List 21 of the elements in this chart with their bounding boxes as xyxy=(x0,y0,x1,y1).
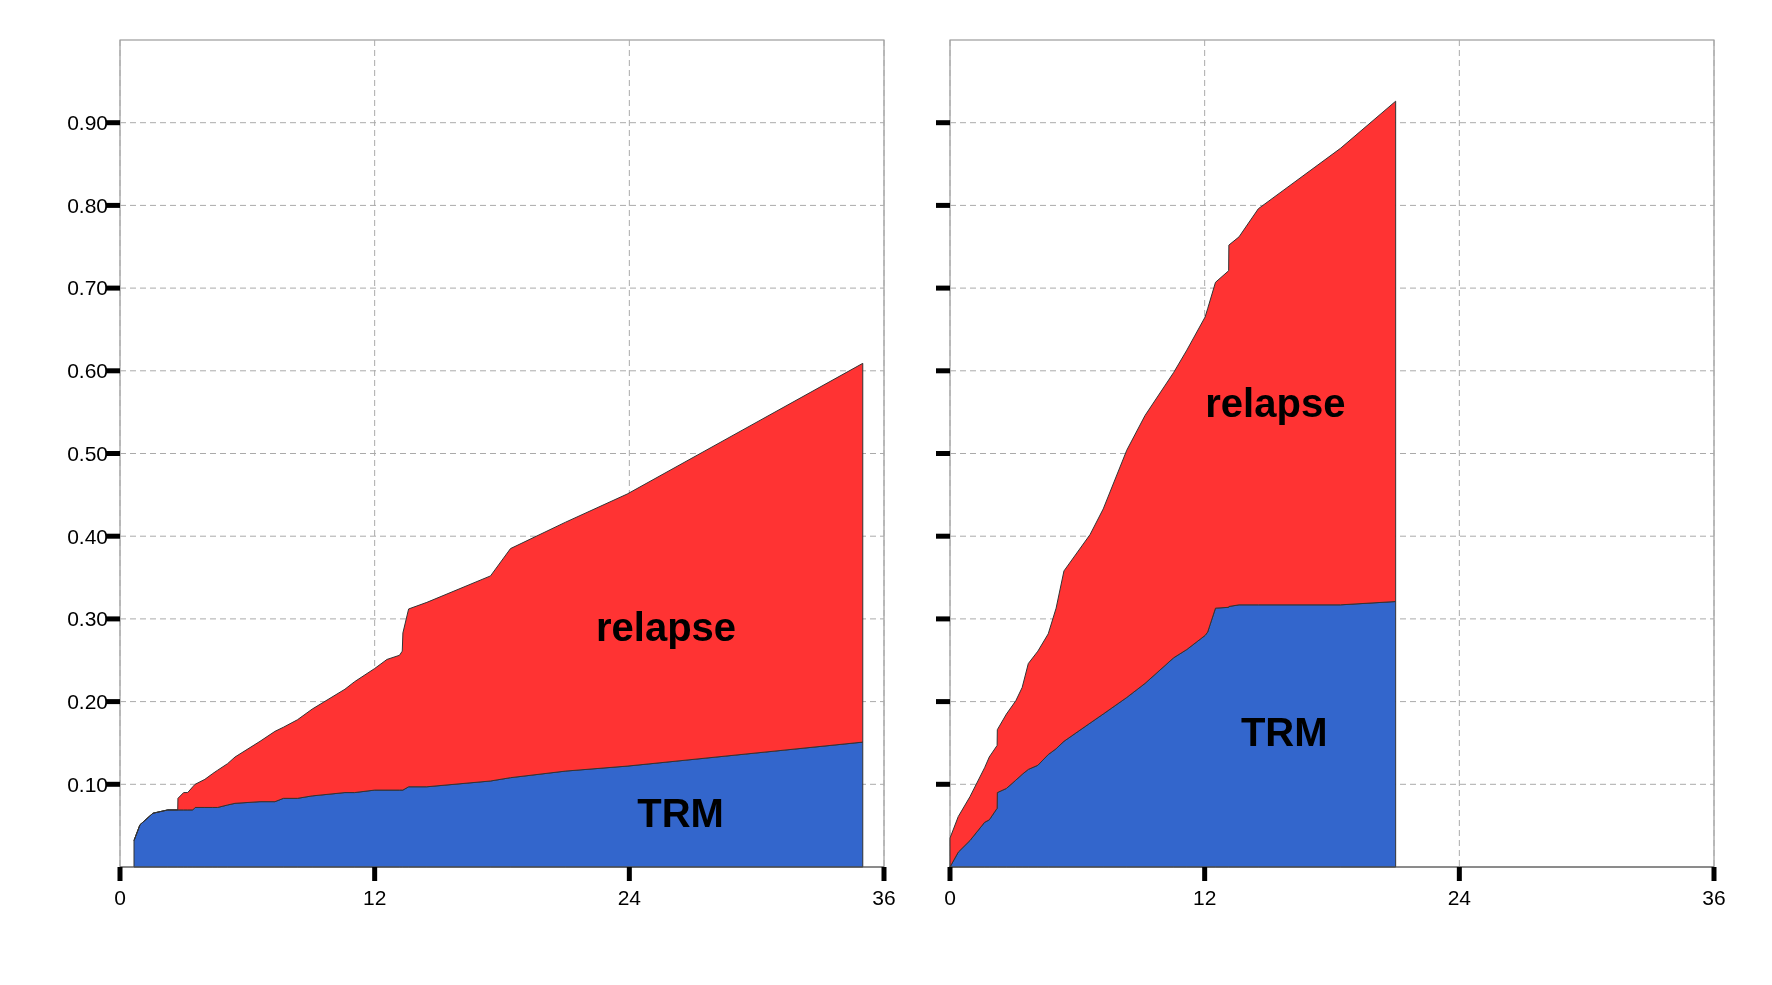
y-tick-label: 0.90 xyxy=(67,111,108,135)
x-tick-label: 12 xyxy=(362,886,387,909)
x-tick-label: 24 xyxy=(1447,886,1472,909)
y-tick-label: 0.70 xyxy=(67,276,108,300)
x-tick-label: 36 xyxy=(872,886,896,909)
series-label: relapse xyxy=(1205,381,1346,426)
series-label: TRM xyxy=(637,791,724,836)
y-tick-label: 0.10 xyxy=(67,772,108,796)
series-label: TRM xyxy=(1240,710,1328,755)
y-tick-label: 0.50 xyxy=(67,441,108,465)
series-label: relapse xyxy=(595,604,737,649)
x-tick-label: 12 xyxy=(1192,886,1217,909)
x-tick-label: 0 xyxy=(944,886,956,909)
y-tick-label: 0.80 xyxy=(67,193,108,217)
y-tick-label: 0.30 xyxy=(67,607,108,631)
y-tick-label: 0.20 xyxy=(67,689,108,713)
y-tick-label: 0.40 xyxy=(67,524,108,548)
x-tick-label: 0 xyxy=(114,886,126,909)
y-tick-label: 0.60 xyxy=(67,359,108,383)
x-tick-label: 36 xyxy=(1702,886,1726,909)
x-tick-label: 24 xyxy=(617,886,642,909)
